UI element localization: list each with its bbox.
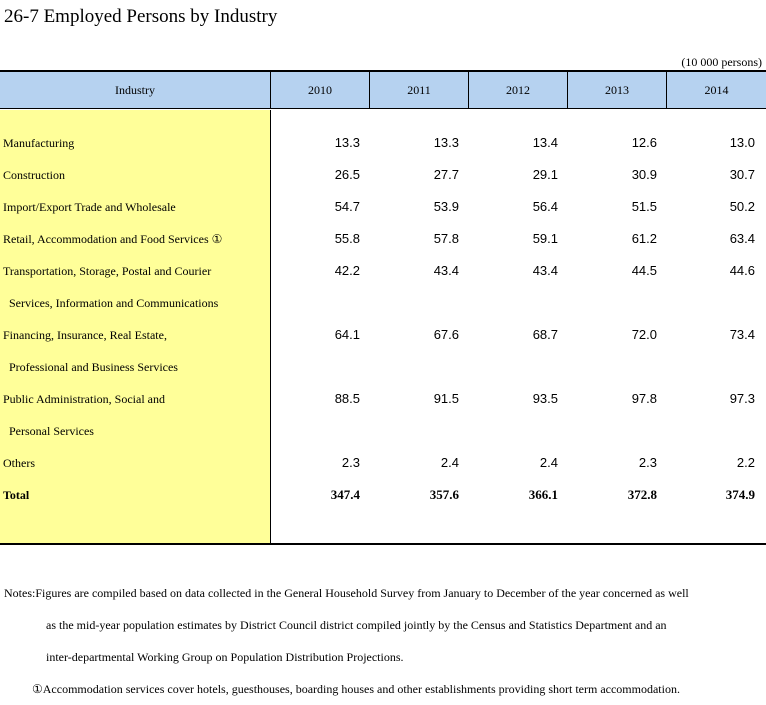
cell-2013: 372.8 xyxy=(627,487,657,502)
cell-2013: 2.3 xyxy=(638,455,657,470)
cell-2013: 72.0 xyxy=(631,327,657,342)
cell-2014: 13.0 xyxy=(729,135,755,150)
total-row: Total 347.4 357.6 366.1 372.8 374.9 xyxy=(0,480,766,512)
row-label-continued: Services, Information and Communications xyxy=(9,296,219,310)
note-line: as the mid-year population estimates by … xyxy=(46,618,667,632)
cell-2013: 51.5 xyxy=(631,199,657,214)
cell-2011: 357.6 xyxy=(429,487,459,502)
cell-2011: 2.4 xyxy=(440,455,459,470)
table-row: Financing, Insurance, Real Estate, Profe… xyxy=(0,320,766,374)
cell-2013: 61.2 xyxy=(631,231,657,246)
table-bottom-rule xyxy=(0,543,766,545)
header-year-2012: 2012 xyxy=(506,82,530,97)
cell-2010: 54.7 xyxy=(334,199,360,214)
cell-2011: 91.5 xyxy=(433,391,459,406)
header-year-2010: 2010 xyxy=(308,82,332,97)
cell-2010: 2.3 xyxy=(341,455,360,470)
page-title: 26-7 Employed Persons by Industry xyxy=(4,6,278,27)
table-header: Industry 2010 2011 2012 2013 2014 xyxy=(0,72,766,109)
industry-column-shading xyxy=(0,110,271,543)
cell-2014: 97.3 xyxy=(729,391,755,406)
row-label: Transportation, Storage, Postal and Cour… xyxy=(3,264,212,278)
header-year-2011: 2011 xyxy=(407,82,431,97)
cell-2011: 67.6 xyxy=(433,327,459,342)
cell-2011: 27.7 xyxy=(433,167,459,182)
cell-2010: 26.5 xyxy=(334,167,360,182)
row-label: Retail, Accommodation and Food Services … xyxy=(3,232,223,246)
cell-2010: 55.8 xyxy=(334,231,360,246)
header-year-2014: 2014 xyxy=(704,82,729,97)
row-label: Import/Export Trade and Wholesale xyxy=(3,200,176,214)
row-label: Financing, Insurance, Real Estate, xyxy=(3,328,167,342)
cell-2011: 53.9 xyxy=(433,199,459,214)
cell-2010: 13.3 xyxy=(334,135,360,150)
header-industry: Industry xyxy=(115,82,155,97)
cell-2011: 43.4 xyxy=(433,263,459,278)
cell-2012: 68.7 xyxy=(532,327,558,342)
row-label: Construction xyxy=(3,168,65,182)
cell-2014: 73.4 xyxy=(729,327,755,342)
cell-2014: 44.6 xyxy=(729,263,755,278)
cell-2012: 366.1 xyxy=(528,487,558,502)
table-row: Public Administration, Social and Person… xyxy=(0,384,766,438)
cell-2012: 2.4 xyxy=(539,455,558,470)
cell-2014: 2.2 xyxy=(736,455,755,470)
cell-2013: 12.6 xyxy=(631,135,657,150)
cell-2010: 347.4 xyxy=(330,487,360,502)
footnote: ①Accommodation services cover hotels, gu… xyxy=(32,682,680,696)
row-label-continued: Professional and Business Services xyxy=(9,360,178,374)
table-row: Import/Export Trade and Wholesale 54.7 5… xyxy=(0,192,766,224)
table-top-rule xyxy=(0,70,766,72)
row-label: Manufacturing xyxy=(3,136,75,150)
cell-2012: 56.4 xyxy=(532,199,558,214)
cell-2012: 29.1 xyxy=(532,167,558,182)
header-divider xyxy=(666,72,667,108)
cell-2010: 64.1 xyxy=(334,327,360,342)
cell-2014: 63.4 xyxy=(729,231,755,246)
header-year-2013: 2013 xyxy=(605,82,629,97)
cell-2013: 44.5 xyxy=(631,263,657,278)
cell-2014: 50.2 xyxy=(729,199,755,214)
cell-2013: 97.8 xyxy=(631,391,657,406)
cell-2011: 57.8 xyxy=(433,231,459,246)
row-label: Public Administration, Social and xyxy=(3,392,165,406)
cell-2014: 374.9 xyxy=(725,487,755,502)
cell-2012: 43.4 xyxy=(532,263,558,278)
header-divider xyxy=(567,72,568,108)
note-line: Notes:Figures are compiled based on data… xyxy=(4,586,689,600)
cell-2010: 42.2 xyxy=(334,263,360,278)
cell-2013: 30.9 xyxy=(631,167,657,182)
table-row: Transportation, Storage, Postal and Cour… xyxy=(0,256,766,310)
table-row: Others 2.3 2.4 2.4 2.3 2.2 xyxy=(0,448,766,480)
unit-label: (10 000 persons) xyxy=(681,55,762,69)
employment-table: Industry 2010 2011 2012 2013 2014 Manufa… xyxy=(0,70,766,545)
table-row: Construction 26.5 27.7 29.1 30.9 30.7 xyxy=(0,160,766,192)
table-row: Retail, Accommodation and Food Services … xyxy=(0,224,766,256)
cell-2014: 30.7 xyxy=(729,167,755,182)
row-label-continued: Personal Services xyxy=(9,424,94,438)
cell-2011: 13.3 xyxy=(433,135,459,150)
note-line: inter-departmental Working Group on Popu… xyxy=(46,650,404,664)
cell-2010: 88.5 xyxy=(334,391,360,406)
row-label: Total xyxy=(3,488,30,502)
cell-2012: 93.5 xyxy=(532,391,558,406)
row-label: Others xyxy=(3,456,35,470)
cell-2012: 13.4 xyxy=(532,135,558,150)
table-row: Manufacturing 13.3 13.3 13.4 12.6 13.0 xyxy=(0,128,766,160)
cell-2012: 59.1 xyxy=(532,231,558,246)
header-divider xyxy=(468,72,469,108)
header-divider xyxy=(369,72,370,108)
header-divider xyxy=(270,72,271,108)
